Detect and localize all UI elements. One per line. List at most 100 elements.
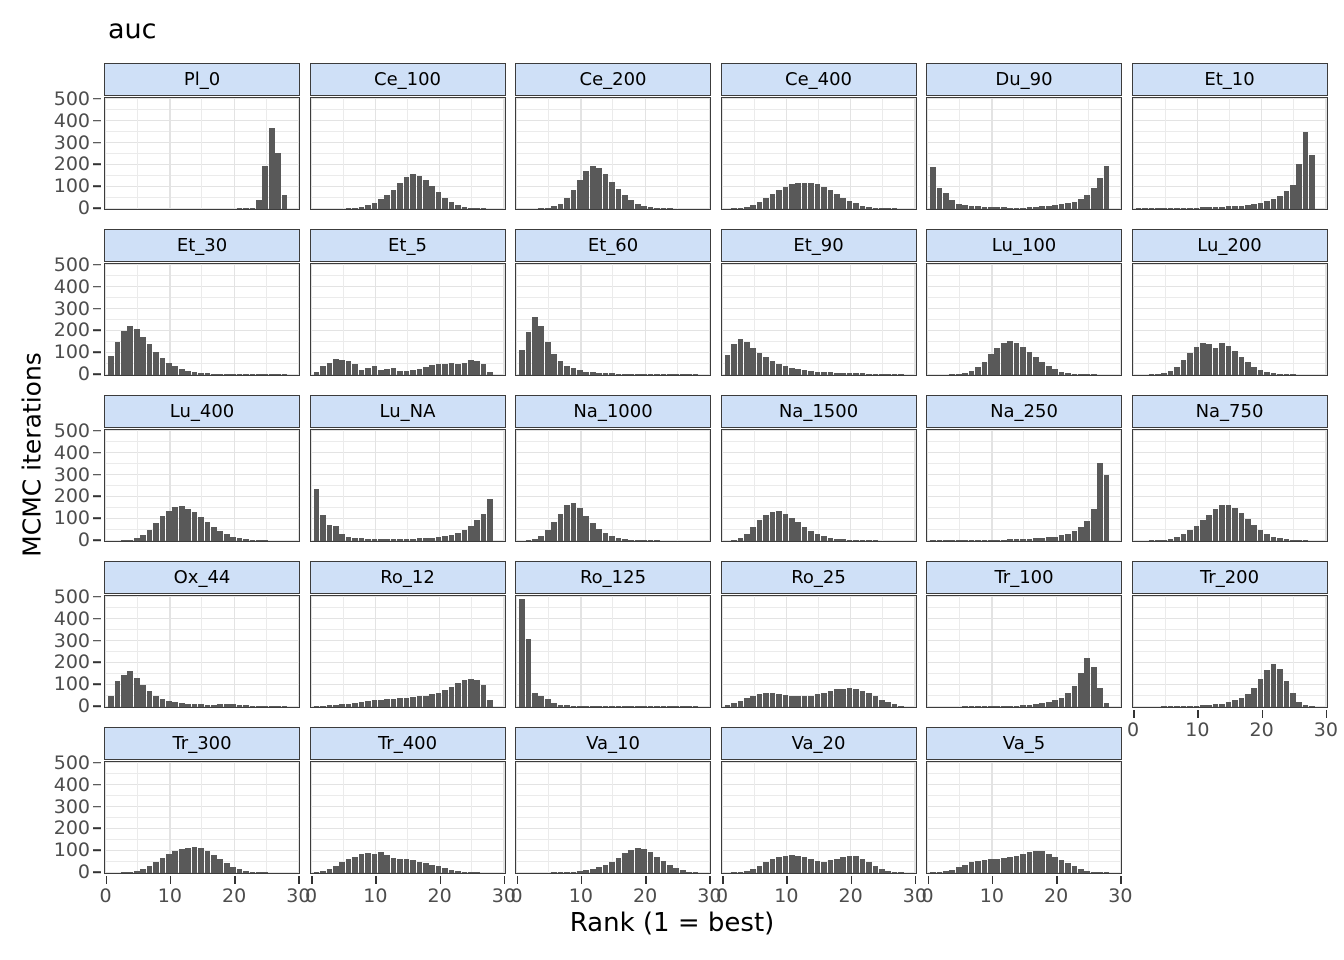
histogram-bar	[474, 207, 480, 209]
histogram-bar	[1277, 195, 1283, 209]
facet-row: Tr_300 Tr_400 Va_10 Va_20 Va_5	[104, 727, 1339, 877]
gridline-vertical	[882, 98, 884, 209]
histogram-bar	[859, 690, 866, 707]
y-axis-tick-label: 100	[53, 673, 90, 696]
gridline-vertical	[265, 596, 267, 707]
facet-strip-label: Ro_125	[515, 561, 711, 594]
histogram-bar	[461, 680, 468, 707]
histogram-bar	[660, 860, 667, 873]
gridline-vertical	[548, 762, 550, 873]
histogram-bar	[1097, 178, 1103, 209]
page-title: auc	[108, 14, 157, 45]
histogram-bar	[532, 316, 538, 375]
histogram-bar	[949, 539, 956, 541]
x-axis-tick-label: 0	[716, 885, 729, 907]
histogram-bar	[1090, 509, 1097, 541]
y-axis-tick-mark	[93, 329, 101, 332]
histogram-bar	[332, 704, 339, 707]
gridline-vertical	[644, 430, 646, 541]
histogram-bar	[1148, 207, 1155, 209]
histogram-bars	[927, 762, 1121, 873]
facet-strip-label: Lu_NA	[309, 395, 506, 428]
facet-strip-label: Lu_100	[926, 229, 1122, 262]
histogram-bar	[1174, 705, 1180, 707]
facet-strip-label: Ro_25	[720, 561, 917, 594]
histogram-bar	[352, 702, 358, 707]
y-axis-tick-label: 500	[53, 253, 90, 276]
histogram-bar	[455, 870, 461, 873]
histogram-bar	[1103, 871, 1110, 873]
histogram-bar	[634, 539, 641, 541]
histogram-bar	[564, 198, 570, 209]
y-axis-tick-label: 100	[53, 175, 90, 198]
histogram-bar	[1174, 207, 1180, 209]
histogram-bar	[609, 861, 615, 873]
gridline-vertical	[1228, 98, 1230, 209]
gridline-vertical	[1087, 596, 1089, 707]
histogram-bar	[525, 638, 532, 707]
histogram-bar	[256, 373, 262, 375]
gridline-vertical	[959, 596, 961, 707]
histogram-bar	[1013, 342, 1020, 375]
histogram-bar	[1206, 514, 1213, 541]
facet-plot-area	[1131, 263, 1328, 376]
facet-strip-label: Tr_200	[1131, 561, 1328, 594]
gridline-vertical	[169, 430, 171, 541]
gridline-vertical	[516, 762, 518, 873]
histogram-bar	[448, 201, 455, 209]
histogram-bar	[320, 871, 326, 873]
histogram-bar	[127, 539, 134, 541]
histogram-bar	[564, 705, 570, 707]
histogram-bars	[516, 762, 710, 873]
histogram-bar	[628, 849, 635, 873]
histogram-bar	[538, 207, 545, 209]
histogram-bar	[737, 871, 744, 873]
histogram-bar	[988, 207, 994, 209]
y-axis-tick-label: 100	[53, 839, 90, 862]
x-axis-tick-mark	[709, 876, 711, 884]
histogram-bar	[416, 861, 423, 873]
facet-panel-ox_44: Ox_44	[104, 561, 300, 711]
gridline-vertical	[882, 430, 884, 541]
histogram-bar	[422, 537, 429, 541]
histogram-bar	[660, 373, 667, 375]
histogram-bar	[1148, 373, 1155, 375]
histogram-bar	[538, 696, 545, 707]
histogram-bar	[429, 864, 436, 873]
facet-panel-et_5: Et_5	[309, 229, 506, 379]
facet-strip-label: Ox_44	[104, 561, 300, 594]
histogram-bar	[422, 180, 429, 209]
histogram-bar	[1251, 525, 1258, 541]
histogram-bar	[345, 361, 352, 375]
histogram-bar	[596, 705, 602, 707]
y-axis-tick-mark	[93, 539, 101, 542]
histogram-bar	[133, 871, 140, 873]
histogram-bar	[673, 705, 680, 707]
histogram-bar	[686, 705, 692, 707]
histogram-bar	[988, 539, 994, 541]
histogram-bar	[589, 869, 596, 873]
histogram-bar	[1187, 530, 1193, 541]
histogram-bar	[602, 373, 609, 375]
histogram-bar	[133, 538, 140, 541]
histogram-bars	[105, 596, 299, 707]
y-axis-tick-mark	[93, 639, 101, 642]
histogram-bar	[313, 705, 320, 707]
histogram-bar	[1039, 362, 1046, 375]
histogram-bar	[166, 700, 172, 707]
histogram-bar	[416, 369, 423, 375]
histogram-bar	[281, 705, 288, 707]
gridline-vertical	[516, 98, 518, 209]
histogram-bar	[801, 696, 808, 707]
histogram-bar	[153, 695, 159, 707]
histogram-bar	[583, 705, 590, 707]
histogram-bars	[516, 596, 710, 707]
histogram-bar	[654, 856, 660, 873]
histogram-bar	[622, 853, 628, 873]
gridline-vertical	[644, 98, 646, 209]
histogram-bar	[1302, 132, 1309, 209]
histogram-bar	[846, 200, 853, 209]
gridline-vertical	[374, 430, 377, 541]
histogram-bar	[808, 531, 814, 541]
gridline-vertical	[753, 596, 755, 707]
